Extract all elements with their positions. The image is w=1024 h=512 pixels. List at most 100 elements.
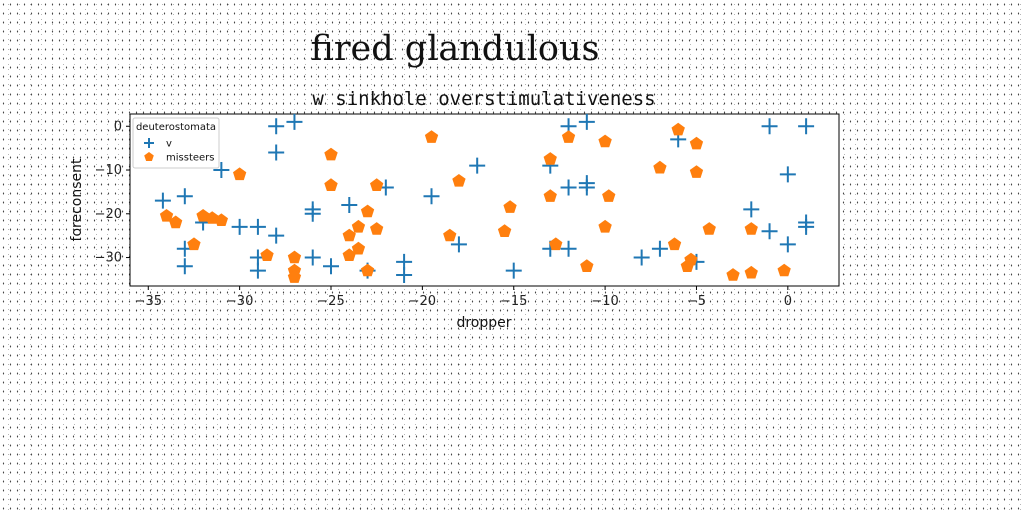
pentagon-marker — [598, 219, 612, 233]
plus-marker — [779, 166, 796, 183]
pentagon-marker — [744, 265, 758, 279]
plus-marker — [286, 113, 303, 130]
pentagon-marker — [324, 178, 338, 191]
plus-marker — [268, 227, 285, 244]
x-axis-label: dropper — [456, 315, 511, 331]
pentagon-marker — [370, 222, 384, 235]
plus-marker — [304, 205, 321, 222]
chart-suptitle: fired glandulous — [310, 29, 599, 69]
pentagon-marker — [689, 165, 704, 178]
pentagon-marker — [452, 174, 466, 187]
pentagon-marker — [543, 189, 557, 202]
pentagon-marker — [580, 259, 594, 272]
pentagon-marker — [497, 224, 512, 237]
plus-marker — [450, 236, 467, 253]
pentagon-marker — [549, 237, 563, 251]
pentagon-marker — [169, 215, 183, 229]
legend-marker-plus — [144, 138, 154, 148]
plus-marker — [154, 192, 171, 209]
pentagon-marker — [342, 248, 356, 261]
pentagon-marker — [689, 136, 704, 150]
pentagon-marker — [543, 152, 557, 165]
legend: deuterostomata v missteers — [132, 117, 220, 169]
pentagon-marker — [360, 204, 375, 218]
pentagon-marker — [667, 237, 682, 251]
pentagon-marker — [702, 222, 716, 235]
pentagon-marker — [214, 213, 228, 226]
pentagon-marker — [260, 248, 274, 261]
plus-marker — [268, 118, 285, 135]
legend-entries: v missteers — [144, 138, 215, 164]
plus-marker — [304, 249, 321, 266]
plot-area — [129, 113, 840, 287]
plus-marker — [560, 240, 577, 257]
y-tick-label: −20 — [95, 207, 122, 222]
y-tick-label: −10 — [95, 163, 122, 178]
pentagon-marker — [726, 268, 740, 281]
pentagon-marker — [744, 222, 758, 235]
pentagon-marker — [187, 237, 201, 251]
plus-marker — [761, 223, 778, 240]
data-marks — [154, 113, 815, 284]
plus-marker — [761, 118, 778, 135]
plus-marker — [505, 262, 522, 279]
plus-marker — [231, 218, 248, 235]
plus-marker — [743, 201, 760, 218]
plus-marker — [249, 262, 266, 279]
plus-marker — [249, 218, 266, 235]
y-axis-ticks: 0 −10 −20 −30 — [95, 119, 130, 266]
plus-marker — [798, 218, 815, 235]
x-tick-label: −20 — [409, 294, 436, 309]
pentagon-marker — [233, 167, 247, 181]
pentagon-marker — [159, 209, 174, 222]
x-axis-ticks: −35 −30 −25 −20 −15 −10 −5 0 — [135, 286, 792, 309]
pentagon-marker — [324, 147, 338, 161]
legend-label: missteers — [166, 153, 215, 164]
plus-marker — [798, 118, 815, 135]
y-tick-label: 0 — [114, 119, 122, 134]
pentagon-marker — [424, 130, 439, 143]
pentagon-marker — [777, 263, 791, 277]
plus-marker — [341, 197, 358, 214]
plus-marker — [396, 267, 413, 284]
x-tick-label: 0 — [784, 294, 792, 309]
x-tick-label: −30 — [226, 294, 253, 309]
pentagon-marker — [602, 189, 616, 202]
x-tick-label: −35 — [135, 294, 162, 309]
plus-marker — [323, 258, 340, 275]
plus-marker — [560, 179, 577, 196]
pentagon-marker — [653, 160, 667, 174]
plus-marker — [578, 113, 595, 130]
plus-marker — [423, 188, 440, 205]
x-tick-label: −5 — [687, 294, 706, 309]
pentagon-marker — [287, 250, 302, 264]
pentagon-marker — [598, 134, 612, 148]
legend-marker-pentagon — [144, 152, 154, 161]
y-tick-label: −30 — [95, 251, 122, 266]
plus-marker — [633, 249, 650, 266]
pentagon-marker — [671, 122, 685, 136]
pentagon-marker — [360, 263, 375, 277]
plus-marker — [268, 144, 285, 161]
pentagon-marker — [443, 228, 457, 242]
plus-marker — [469, 157, 486, 174]
pentagon-marker — [503, 200, 517, 213]
plus-marker — [651, 240, 668, 257]
pentagon-marker — [351, 219, 366, 233]
x-tick-label: −15 — [500, 294, 527, 309]
pentagon-marker — [561, 130, 576, 143]
plus-marker — [213, 162, 230, 179]
x-tick-label: −10 — [591, 294, 618, 309]
pentagon-marker — [370, 178, 384, 191]
pentagon-marker — [342, 228, 356, 242]
legend-title: deuterostomata — [136, 122, 216, 133]
chart-title: w sinkhole overstimulativeness — [312, 88, 655, 110]
plus-marker — [176, 258, 193, 275]
legend-frame — [132, 117, 220, 169]
pentagon-marker — [287, 270, 302, 283]
plus-marker — [176, 188, 193, 205]
legend-label: v — [166, 139, 172, 150]
y-axis-label: foreconsent — [69, 158, 85, 241]
pentagon-marker — [351, 241, 366, 255]
